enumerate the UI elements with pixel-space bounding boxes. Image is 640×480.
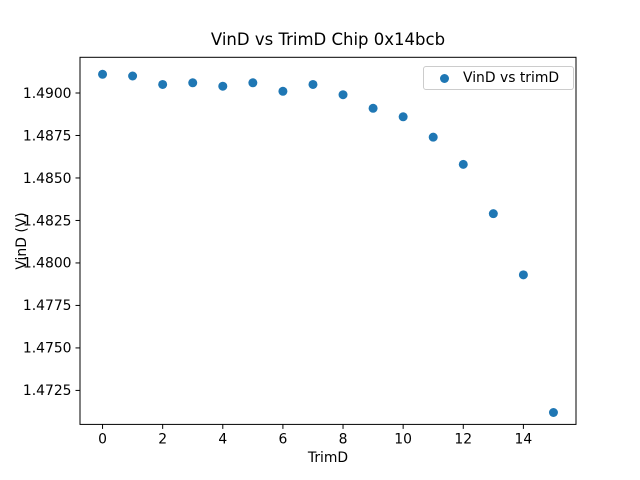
data-point (518, 270, 528, 280)
data-point (218, 81, 228, 91)
y-tick-label: 1.4850 (23, 171, 72, 187)
data-point (398, 112, 408, 122)
y-tick-label: 1.4875 (23, 128, 72, 144)
data-point (428, 132, 438, 142)
y-tick-label: 1.4725 (23, 383, 72, 399)
x-tick-label: 4 (218, 431, 227, 447)
data-point (488, 209, 498, 219)
data-point (248, 78, 258, 88)
data-point (188, 78, 198, 88)
y-axis-label: VinD (V) (14, 212, 30, 270)
legend-marker-icon (440, 73, 449, 83)
data-point (278, 86, 288, 96)
y-tick-label: 1.4825 (23, 213, 72, 229)
x-tick-label: 10 (394, 431, 412, 447)
data-point (548, 408, 558, 418)
x-tick-label: 0 (98, 431, 107, 447)
data-point (338, 90, 348, 100)
x-tick-label: 2 (158, 431, 167, 447)
y-tick-label: 1.4900 (23, 86, 72, 102)
chart-title: VinD vs TrimD Chip 0x14bcb (210, 30, 446, 49)
data-point (368, 103, 378, 113)
data-point (458, 159, 468, 169)
y-tick-label: 1.4750 (23, 341, 72, 357)
data-point (98, 69, 108, 79)
y-tick-label: 1.4775 (23, 298, 72, 314)
legend: VinD vs trimD (423, 66, 574, 90)
data-point (308, 79, 318, 89)
x-tick-label: 8 (339, 431, 348, 447)
data-point (158, 79, 168, 89)
x-tick-label: 6 (278, 431, 287, 447)
x-tick-label: 12 (454, 431, 472, 447)
legend-label: VinD vs trimD (463, 70, 560, 86)
y-tick-label: 1.4800 (23, 256, 72, 272)
axes-frame (79, 56, 577, 425)
data-point (128, 71, 138, 81)
x-tick-label: 14 (515, 431, 533, 447)
x-axis-label: TrimD (307, 450, 349, 466)
